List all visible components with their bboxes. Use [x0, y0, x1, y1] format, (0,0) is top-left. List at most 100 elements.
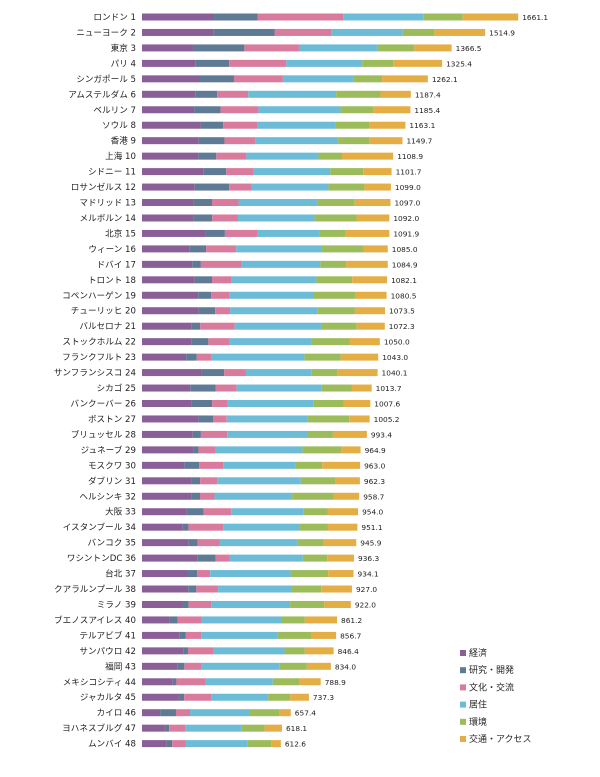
- bar-segment: [196, 353, 212, 361]
- bar-segment: [191, 338, 209, 346]
- bar-segment: [233, 75, 283, 83]
- bar-segment: [185, 724, 242, 732]
- bar-segment: [349, 415, 370, 423]
- value-label: 657.4: [295, 709, 316, 718]
- bar-segment: [197, 554, 216, 562]
- value-label: 963.0: [364, 461, 385, 470]
- value-label: 1262.1: [432, 75, 458, 84]
- bar-segment: [142, 647, 184, 655]
- bar-segment: [193, 214, 213, 222]
- bar-segment: [177, 616, 202, 624]
- bar-segment: [203, 508, 232, 516]
- bar-segment: [192, 260, 201, 268]
- category-label: テルアビブ 41: [79, 629, 136, 641]
- bar-segment: [193, 199, 212, 207]
- category-label: カイロ 46: [97, 708, 136, 719]
- bar-segment: [299, 678, 321, 686]
- bar-segment: [172, 678, 177, 686]
- bar-segment: [142, 214, 194, 222]
- bar-segment: [184, 461, 200, 469]
- bar-segment: [286, 59, 363, 67]
- category-label: 福岡 43: [105, 661, 136, 672]
- bar-segment: [462, 13, 519, 21]
- category-label: バンコク 35: [88, 538, 136, 549]
- bar-segment: [142, 724, 165, 732]
- bar-segment: [306, 662, 331, 670]
- bar-segment: [214, 13, 258, 21]
- value-label: 954.0: [362, 508, 383, 517]
- bar-segment: [380, 90, 411, 98]
- bar-segment: [328, 183, 365, 191]
- bar-segment: [142, 539, 189, 547]
- bar-segment: [311, 369, 338, 377]
- bar-segment: [142, 662, 178, 670]
- category-label: 香港 9: [111, 135, 136, 147]
- bar-segment: [142, 477, 192, 485]
- bar-segment: [211, 199, 239, 207]
- bar-segment: [142, 44, 194, 52]
- bar-segment: [332, 430, 367, 438]
- category-label: ブエノスアイレス 40: [54, 614, 136, 626]
- bar-segment: [338, 137, 370, 145]
- bar-segment: [178, 693, 185, 701]
- category-label: バンクーバー 26: [70, 399, 136, 410]
- legend-label: 環境: [469, 716, 487, 728]
- bar-segment: [142, 600, 183, 608]
- bar-segment: [208, 338, 230, 346]
- value-label: 1325.4: [446, 59, 472, 68]
- bar-segment: [198, 152, 217, 160]
- value-label: 964.9: [365, 446, 386, 455]
- bar-segment: [206, 245, 237, 253]
- bar-segment: [215, 554, 230, 562]
- bar-segment: [236, 384, 322, 392]
- bar-segment: [302, 446, 342, 454]
- bar-segment: [304, 647, 334, 655]
- bar-segment: [229, 338, 312, 346]
- category-label: クアラルンプール 38: [54, 584, 136, 595]
- bar-segment: [190, 384, 216, 392]
- bar-segment: [184, 693, 212, 701]
- bar-segment: [291, 585, 322, 593]
- bar-segment: [194, 276, 212, 284]
- bar-segment: [223, 461, 296, 469]
- category-label: コペンハーゲン 19: [62, 289, 136, 301]
- value-label: 1101.7: [396, 168, 422, 177]
- bar-segment: [142, 678, 173, 686]
- bar-segment: [320, 260, 347, 268]
- bar-segment: [246, 152, 319, 160]
- value-label: 922.0: [355, 600, 376, 609]
- category-label: バルセロナ 21: [79, 321, 136, 332]
- bar-segment: [196, 585, 219, 593]
- bar-segment: [257, 121, 336, 129]
- bar-segment: [341, 446, 361, 454]
- bar-segment: [142, 616, 170, 624]
- bar-segment: [223, 523, 300, 531]
- value-label: 1084.9: [392, 260, 418, 269]
- bar-segment: [201, 616, 282, 624]
- category-label: ソウル 8: [102, 120, 136, 131]
- bar-segment: [200, 430, 228, 438]
- bar-segment: [373, 106, 411, 114]
- bar-segment: [216, 152, 247, 160]
- bar-segment: [310, 631, 337, 639]
- bar-segment: [201, 631, 278, 639]
- bar-segment: [318, 152, 342, 160]
- bar-segment: [142, 709, 161, 717]
- bar-segment: [142, 260, 193, 268]
- bar-segment: [248, 90, 337, 98]
- bar-segment: [193, 44, 245, 52]
- value-label: 945.9: [360, 539, 381, 548]
- value-label: 993.4: [371, 430, 392, 439]
- bar-segment: [142, 740, 167, 748]
- bar-segment: [213, 415, 227, 423]
- bar-segment: [321, 384, 352, 392]
- bar-segment: [324, 600, 351, 608]
- bar-segment: [345, 229, 390, 237]
- bar-segment: [303, 508, 328, 516]
- bar-segment: [183, 647, 188, 655]
- labels-layer: ロンドン 1 1661.1 ニューヨーク 2 1514.9 東京 3 1366.5 パリ 4…: [54, 13, 549, 750]
- value-label: 861.2: [341, 616, 362, 625]
- bar-segment: [317, 307, 355, 315]
- bar-segment: [322, 245, 364, 253]
